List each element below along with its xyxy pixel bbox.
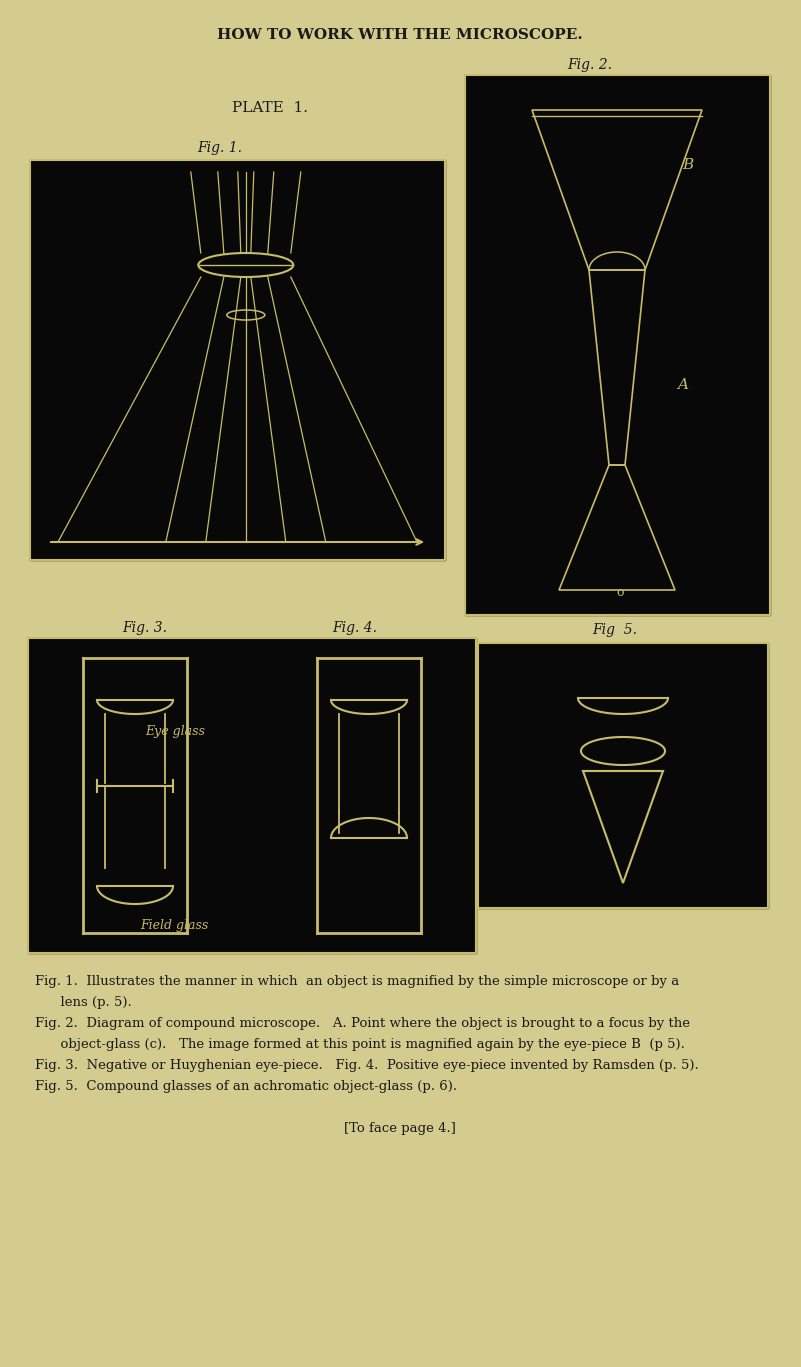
Text: PLATE  1.: PLATE 1. <box>232 101 308 115</box>
Text: [To face page 4.]: [To face page 4.] <box>344 1122 456 1135</box>
Bar <box>28 638 476 953</box>
Text: o: o <box>616 586 624 600</box>
Bar <box>30 160 445 560</box>
Text: Field glass: Field glass <box>140 920 208 932</box>
Ellipse shape <box>227 310 265 320</box>
Text: Fig  5.: Fig 5. <box>593 623 638 637</box>
Text: lens (p. 5).: lens (p. 5). <box>35 997 131 1009</box>
Text: B: B <box>682 159 693 172</box>
Ellipse shape <box>199 253 293 278</box>
Bar <box>478 642 768 908</box>
Text: Fig. 2.: Fig. 2. <box>567 57 613 72</box>
Text: object-glass (c).   The image formed at this point is magnified again by the eye: object-glass (c). The image formed at th… <box>35 1038 685 1051</box>
Text: Eye glass: Eye glass <box>145 726 205 738</box>
Bar <box>465 75 770 615</box>
Text: Fig. 3.  Negative or Huyghenian eye-piece.   Fig. 4.  Positive eye-piece invente: Fig. 3. Negative or Huyghenian eye-piece… <box>35 1059 698 1072</box>
Text: Fig. 4.: Fig. 4. <box>332 621 377 636</box>
Text: Fig. 1.  Illustrates the manner in which  an object is magnified by the simple m: Fig. 1. Illustrates the manner in which … <box>35 975 679 988</box>
Text: Fig. 1.: Fig. 1. <box>198 141 243 154</box>
Text: Fig. 5.  Compound glasses of an achromatic object-glass (p. 6).: Fig. 5. Compound glasses of an achromati… <box>35 1080 457 1094</box>
Text: Fig. 2.  Diagram of compound microscope.   A. Point where the object is brought : Fig. 2. Diagram of compound microscope. … <box>35 1017 690 1029</box>
Text: A: A <box>677 379 688 392</box>
Text: Fig. 3.: Fig. 3. <box>123 621 167 636</box>
Text: HOW TO WORK WITH THE MICROSCOPE.: HOW TO WORK WITH THE MICROSCOPE. <box>217 27 583 42</box>
